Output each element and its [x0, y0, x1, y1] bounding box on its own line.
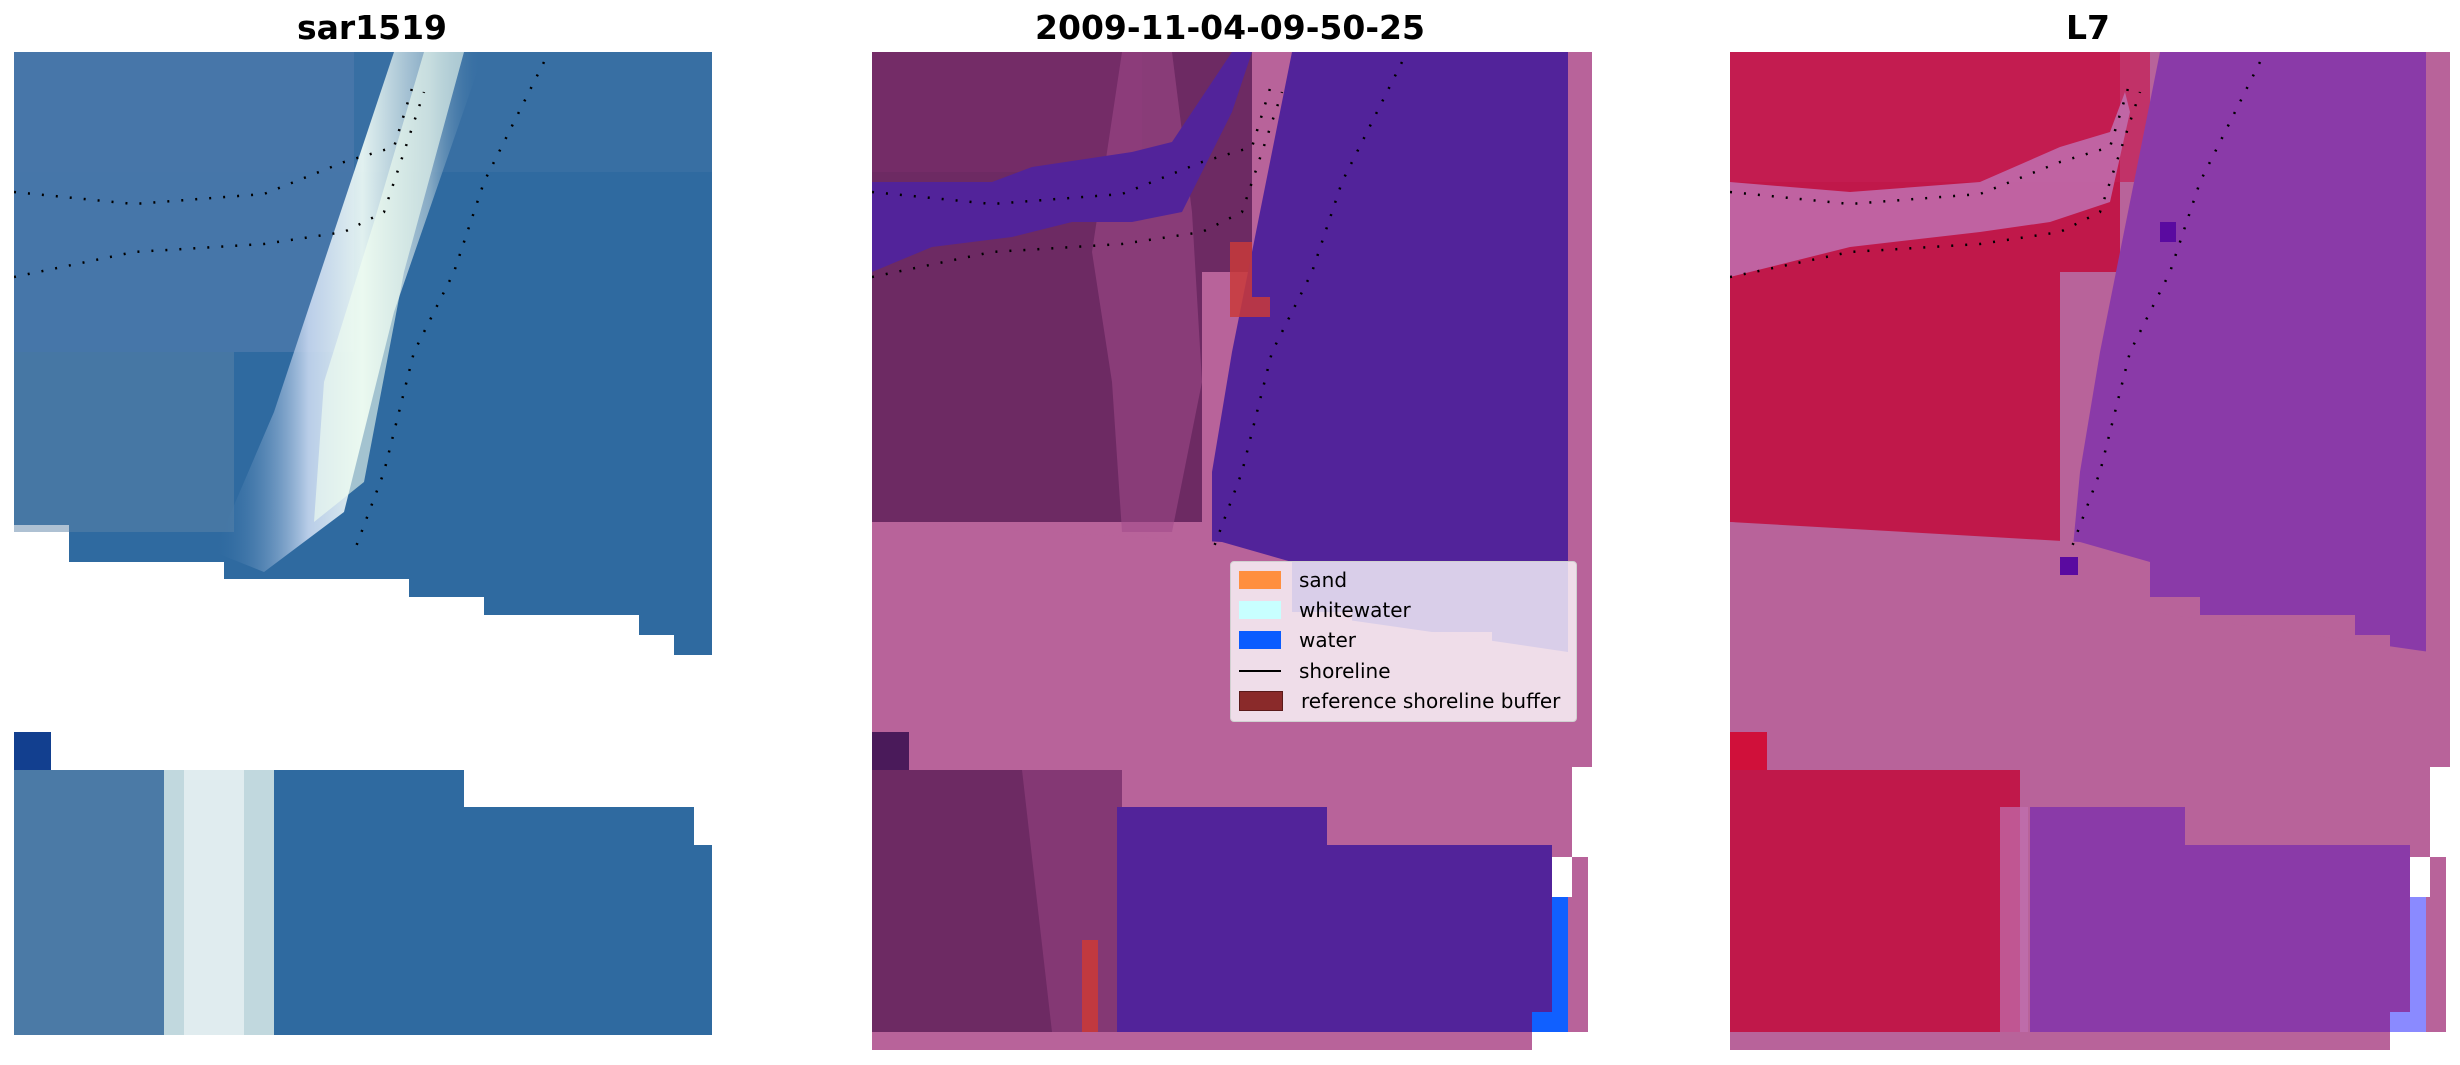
legend-label-water: water — [1299, 628, 1356, 652]
whitewater-swatch — [1239, 601, 1281, 619]
buffer-swatch — [1239, 691, 1283, 711]
legend-label-sand: sand — [1299, 568, 1348, 592]
legend-item-buffer: reference shoreline buffer — [1239, 687, 1560, 715]
rgb-image-panel — [14, 52, 712, 1035]
index-shoreline-dots-upper — [1730, 81, 2132, 206]
index-land-lower — [1730, 732, 2020, 1032]
index-streak — [1730, 92, 2130, 277]
rgb-shoreline-dots-upper — [14, 81, 416, 206]
legend-item-water: water — [1239, 626, 1356, 654]
legend: sand whitewater water shoreline referenc… — [1230, 561, 1577, 722]
sand-swatch — [1239, 571, 1281, 589]
legend-label-buffer: reference shoreline buffer — [1301, 689, 1561, 713]
classification-buffer-lower — [1082, 940, 1098, 1032]
legend-item-sand: sand — [1239, 566, 1347, 594]
classification-panel — [872, 52, 1592, 1052]
water-swatch — [1239, 631, 1281, 649]
index-panel — [1730, 52, 2450, 1052]
index-water-upper — [2070, 52, 2428, 655]
legend-item-shoreline: shoreline — [1239, 657, 1391, 685]
panel-title-index: L7 — [2066, 8, 2110, 47]
shoreline-line-swatch — [1239, 670, 1281, 672]
legend-label-shoreline: shoreline — [1299, 659, 1391, 683]
classification-water-arm — [872, 52, 1252, 272]
classification-buffer-upper — [1230, 242, 1252, 297]
classification-water-lower — [1117, 807, 1552, 1032]
classification-shoreline-dots-upper — [872, 81, 1274, 206]
index-water-lower — [2030, 807, 2410, 1032]
legend-item-whitewater: whitewater — [1239, 596, 1411, 624]
panel-title-classification: 2009-11-04-09-50-25 — [1035, 8, 1425, 47]
legend-label-whitewater: whitewater — [1299, 598, 1411, 622]
classification-land-lower — [872, 732, 1122, 1032]
classification-water-upper — [1212, 52, 1568, 652]
panel-title-rgb: sar1519 — [296, 8, 448, 47]
